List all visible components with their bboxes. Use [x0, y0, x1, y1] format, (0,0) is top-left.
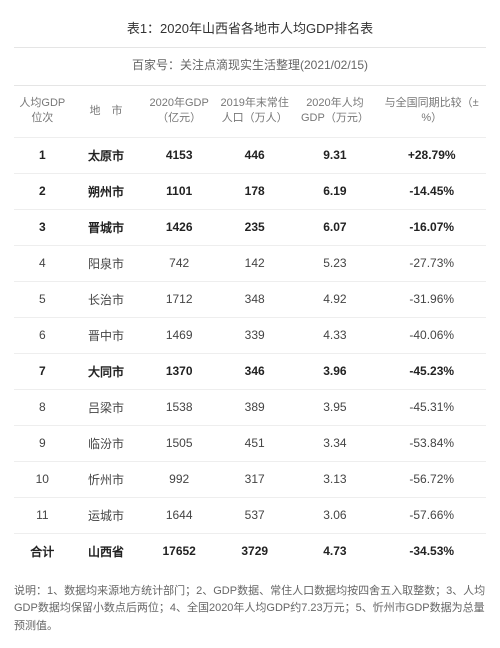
table-notes: 说明：1、数据均来源地方统计部门；2、GDP数据、常住人口数据均按四舍五入取整数…	[14, 577, 486, 636]
cell-comp: -14.45%	[377, 173, 486, 209]
cell-comp: -57.66%	[377, 497, 486, 533]
table-row: 6晋中市14693394.33-40.06%	[14, 317, 486, 353]
cell-comp: +28.79%	[377, 137, 486, 173]
table-row: 8吕梁市15383893.95-45.31%	[14, 389, 486, 425]
cell-rank: 10	[14, 461, 71, 497]
cell-rank: 3	[14, 209, 71, 245]
cell-pcgdp: 4.73	[292, 533, 377, 569]
cell-pop: 348	[217, 281, 293, 317]
cell-pop: 178	[217, 173, 293, 209]
cell-pcgdp: 3.06	[292, 497, 377, 533]
cell-gdp: 1469	[141, 317, 217, 353]
cell-rank: 2	[14, 173, 71, 209]
cell-city: 长治市	[71, 281, 142, 317]
cell-pop: 339	[217, 317, 293, 353]
cell-gdp: 1644	[141, 497, 217, 533]
cell-comp: -53.84%	[377, 425, 486, 461]
cell-comp: -31.96%	[377, 281, 486, 317]
table-row: 合计山西省1765237294.73-34.53%	[14, 533, 486, 569]
cell-city: 大同市	[71, 353, 142, 389]
table-subtitle: 百家号：关注点滴现实生活整理(2021/02/15)	[14, 47, 486, 81]
cell-city: 朔州市	[71, 173, 142, 209]
cell-comp: -45.31%	[377, 389, 486, 425]
cell-pcgdp: 3.13	[292, 461, 377, 497]
cell-gdp: 17652	[141, 533, 217, 569]
cell-pcgdp: 4.92	[292, 281, 377, 317]
table-row: 1太原市41534469.31+28.79%	[14, 137, 486, 173]
table-row: 2朔州市11011786.19-14.45%	[14, 173, 486, 209]
col-header-gdp: 2020年GDP（亿元）	[141, 86, 217, 138]
cell-city: 运城市	[71, 497, 142, 533]
table-header-row: 人均GDP位次 地 市 2020年GDP（亿元） 2019年末常住人口（万人） …	[14, 86, 486, 138]
table-row: 4阳泉市7421425.23-27.73%	[14, 245, 486, 281]
table-row: 9临汾市15054513.34-53.84%	[14, 425, 486, 461]
cell-gdp: 1101	[141, 173, 217, 209]
cell-pcgdp: 6.19	[292, 173, 377, 209]
cell-pcgdp: 6.07	[292, 209, 377, 245]
cell-city: 山西省	[71, 533, 142, 569]
cell-pcgdp: 5.23	[292, 245, 377, 281]
cell-city: 临汾市	[71, 425, 142, 461]
cell-pcgdp: 4.33	[292, 317, 377, 353]
cell-comp: -45.23%	[377, 353, 486, 389]
cell-gdp: 1426	[141, 209, 217, 245]
cell-gdp: 1505	[141, 425, 217, 461]
cell-city: 忻州市	[71, 461, 142, 497]
cell-comp: -34.53%	[377, 533, 486, 569]
col-header-pcgdp: 2020年人均GDP（万元）	[292, 86, 377, 138]
col-header-rank: 人均GDP位次	[14, 86, 71, 138]
cell-city: 吕梁市	[71, 389, 142, 425]
table-row: 11运城市16445373.06-57.66%	[14, 497, 486, 533]
cell-gdp: 742	[141, 245, 217, 281]
cell-pop: 451	[217, 425, 293, 461]
cell-city: 阳泉市	[71, 245, 142, 281]
cell-city: 太原市	[71, 137, 142, 173]
table-row: 10忻州市9923173.13-56.72%	[14, 461, 486, 497]
cell-gdp: 992	[141, 461, 217, 497]
cell-rank: 11	[14, 497, 71, 533]
cell-rank: 合计	[14, 533, 71, 569]
cell-pcgdp: 3.95	[292, 389, 377, 425]
cell-rank: 1	[14, 137, 71, 173]
cell-pcgdp: 9.31	[292, 137, 377, 173]
table-title: 表1：2020年山西省各地市人均GDP排名表	[14, 12, 486, 47]
cell-pop: 142	[217, 245, 293, 281]
cell-comp: -40.06%	[377, 317, 486, 353]
cell-pop: 235	[217, 209, 293, 245]
table-row: 5长治市17123484.92-31.96%	[14, 281, 486, 317]
cell-gdp: 1538	[141, 389, 217, 425]
cell-rank: 4	[14, 245, 71, 281]
cell-rank: 9	[14, 425, 71, 461]
cell-rank: 6	[14, 317, 71, 353]
cell-rank: 8	[14, 389, 71, 425]
cell-pcgdp: 3.96	[292, 353, 377, 389]
gdp-ranking-table: 人均GDP位次 地 市 2020年GDP（亿元） 2019年末常住人口（万人） …	[14, 85, 486, 569]
col-header-city: 地 市	[71, 86, 142, 138]
cell-pop: 346	[217, 353, 293, 389]
cell-rank: 5	[14, 281, 71, 317]
table-row: 3晋城市14262356.07-16.07%	[14, 209, 486, 245]
cell-pcgdp: 3.34	[292, 425, 377, 461]
cell-pop: 446	[217, 137, 293, 173]
cell-city: 晋城市	[71, 209, 142, 245]
cell-comp: -56.72%	[377, 461, 486, 497]
cell-pop: 537	[217, 497, 293, 533]
cell-pop: 317	[217, 461, 293, 497]
table-row: 7大同市13703463.96-45.23%	[14, 353, 486, 389]
cell-comp: -27.73%	[377, 245, 486, 281]
cell-city: 晋中市	[71, 317, 142, 353]
cell-comp: -16.07%	[377, 209, 486, 245]
col-header-pop: 2019年末常住人口（万人）	[217, 86, 293, 138]
cell-pop: 3729	[217, 533, 293, 569]
cell-gdp: 1712	[141, 281, 217, 317]
col-header-comp: 与全国同期比较（±%）	[377, 86, 486, 138]
cell-rank: 7	[14, 353, 71, 389]
cell-pop: 389	[217, 389, 293, 425]
cell-gdp: 4153	[141, 137, 217, 173]
table-body: 1太原市41534469.31+28.79%2朔州市11011786.19-14…	[14, 137, 486, 569]
cell-gdp: 1370	[141, 353, 217, 389]
